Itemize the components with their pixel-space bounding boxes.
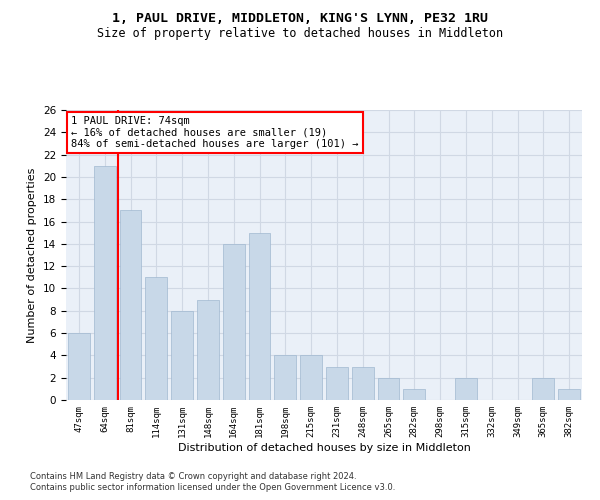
Bar xyxy=(171,311,193,400)
Bar xyxy=(326,366,348,400)
Bar xyxy=(197,300,219,400)
Bar xyxy=(377,378,400,400)
Bar xyxy=(455,378,477,400)
Bar xyxy=(223,244,245,400)
Bar xyxy=(300,356,322,400)
Bar xyxy=(119,210,142,400)
Text: Contains HM Land Registry data © Crown copyright and database right 2024.: Contains HM Land Registry data © Crown c… xyxy=(30,472,356,481)
Bar xyxy=(558,389,580,400)
Text: Contains public sector information licensed under the Open Government Licence v3: Contains public sector information licen… xyxy=(30,484,395,492)
Bar xyxy=(532,378,554,400)
X-axis label: Distribution of detached houses by size in Middleton: Distribution of detached houses by size … xyxy=(178,442,470,452)
Text: 1, PAUL DRIVE, MIDDLETON, KING'S LYNN, PE32 1RU: 1, PAUL DRIVE, MIDDLETON, KING'S LYNN, P… xyxy=(112,12,488,26)
Bar xyxy=(403,389,425,400)
Bar xyxy=(145,278,167,400)
Bar xyxy=(352,366,374,400)
Text: Size of property relative to detached houses in Middleton: Size of property relative to detached ho… xyxy=(97,28,503,40)
Bar xyxy=(274,356,296,400)
Bar xyxy=(248,232,271,400)
Text: 1 PAUL DRIVE: 74sqm
← 16% of detached houses are smaller (19)
84% of semi-detach: 1 PAUL DRIVE: 74sqm ← 16% of detached ho… xyxy=(71,116,359,149)
Bar xyxy=(68,333,90,400)
Bar xyxy=(94,166,116,400)
Y-axis label: Number of detached properties: Number of detached properties xyxy=(28,168,37,342)
